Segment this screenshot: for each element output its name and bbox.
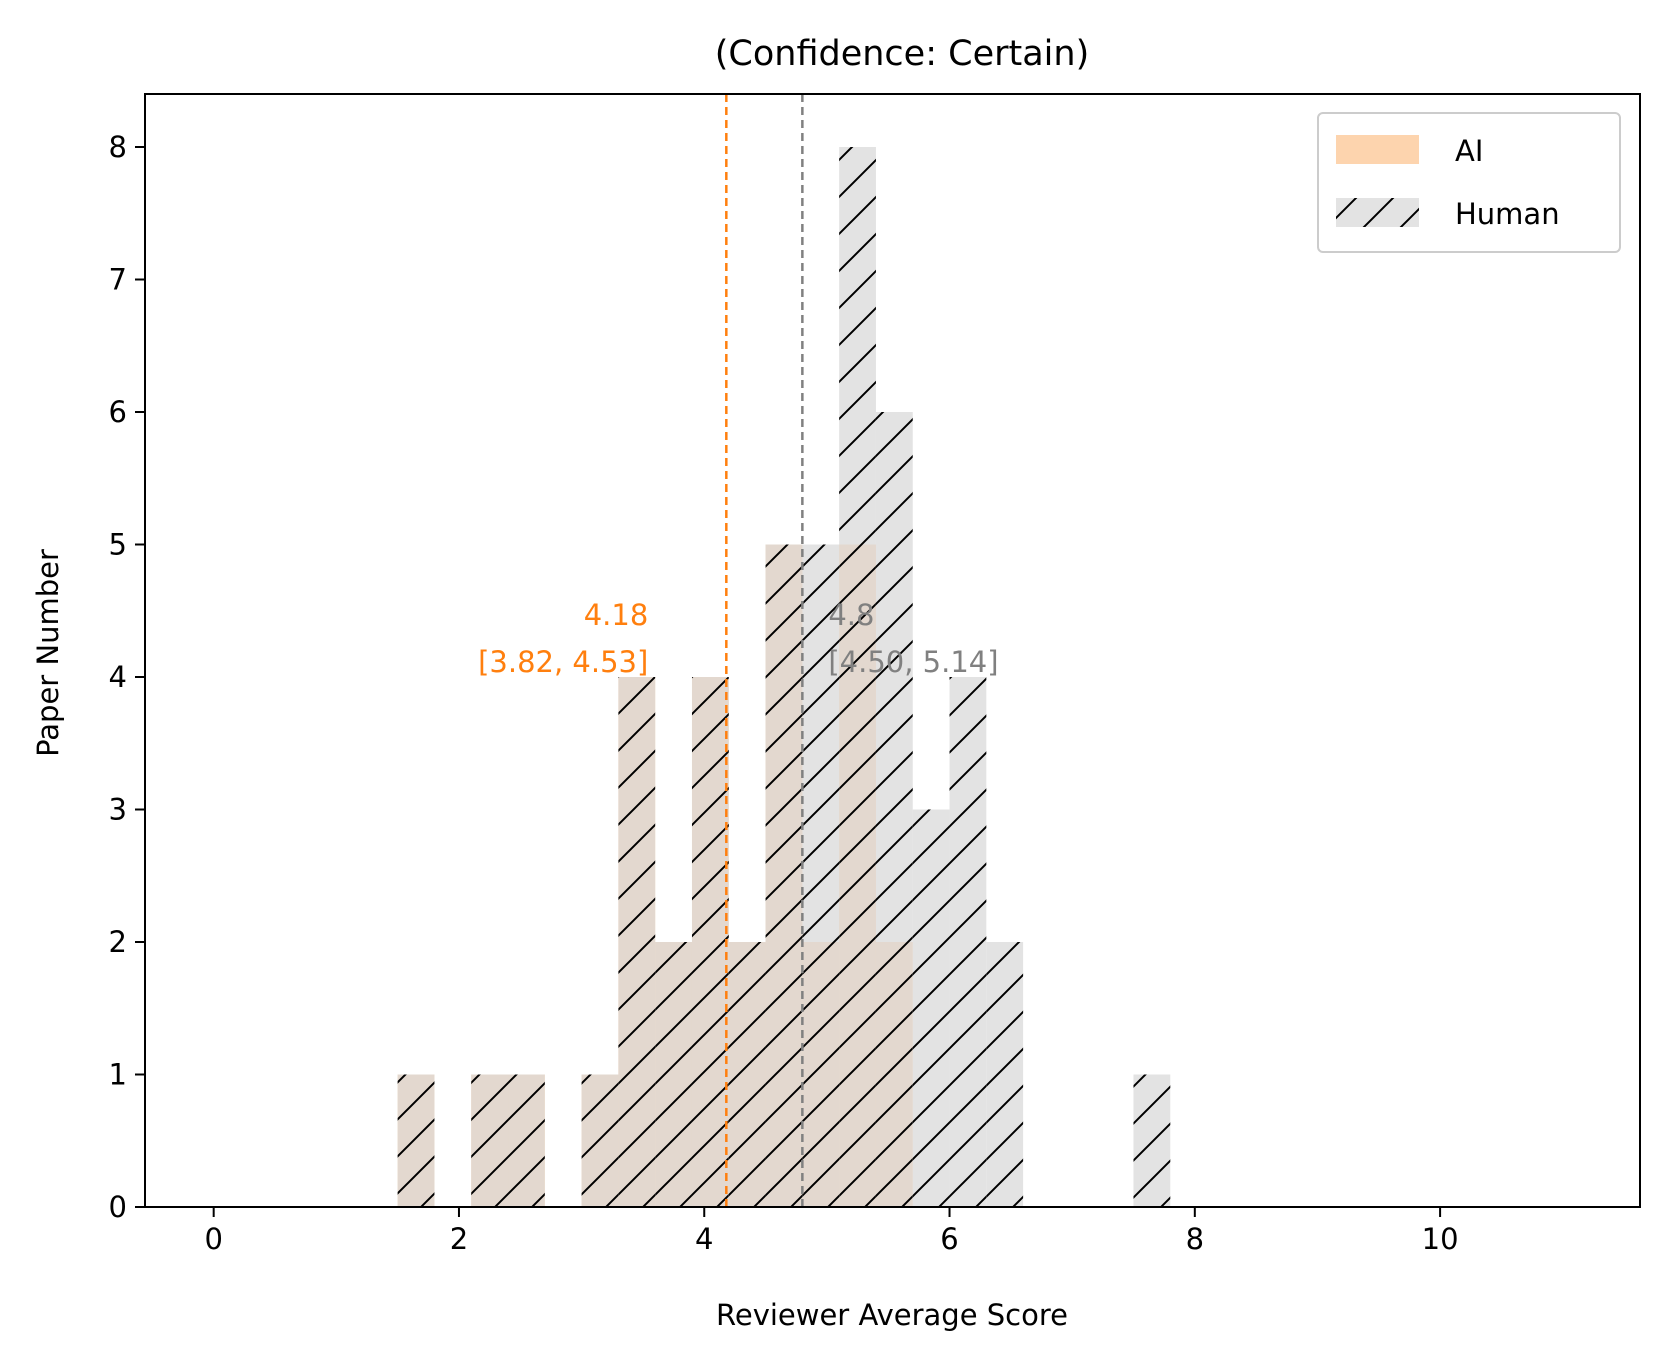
human-bar-hatch (839, 147, 876, 1207)
y-axis-title: Paper Number (31, 549, 65, 757)
y-tick-label: 7 (109, 263, 127, 297)
x-axis-title: Reviewer Average Score (716, 1298, 1068, 1332)
mean-lines (725, 94, 804, 1207)
ai-mean-label: 4.18 (584, 598, 649, 632)
human-bar-hatch (655, 942, 692, 1207)
human-bar-hatch (471, 1074, 509, 1207)
human-bar-hatch (875, 412, 913, 1207)
human-bar-hatch (397, 1074, 435, 1207)
y-tick-label: 5 (109, 528, 127, 562)
y-tick-label: 6 (109, 395, 127, 429)
y-tick-label: 3 (109, 793, 127, 827)
x-axis: 0 2 4 6 8 10 (204, 1207, 1459, 1256)
x-tick-label: 8 (1186, 1222, 1204, 1256)
x-tick-label: 4 (695, 1222, 713, 1256)
human-bar-hatch (949, 677, 987, 1207)
mean-annotations: 4.18 [3.82, 4.53] 4.8 [4.50, 5.14] (478, 598, 998, 679)
human-bar-hatch (912, 809, 950, 1207)
human-bar-hatch (1133, 1074, 1171, 1207)
human-bar-hatch (691, 677, 729, 1207)
human-bars (397, 147, 1171, 1207)
human-ci-label: [4.50, 5.14] (828, 645, 998, 679)
legend-label-human: Human (1455, 197, 1560, 231)
y-axis: 0 1 2 3 4 5 6 7 8 (109, 130, 145, 1224)
human-bar-hatch (508, 1074, 545, 1207)
human-bar-hatch (618, 677, 656, 1207)
x-tick-label: 2 (450, 1222, 468, 1256)
human-mean-label: 4.8 (828, 598, 874, 632)
legend-label-ai: AI (1455, 134, 1483, 168)
x-tick-label: 10 (1422, 1222, 1459, 1256)
y-tick-label: 1 (109, 1058, 127, 1092)
human-bar-hatch (986, 942, 1024, 1207)
legend: AI Human (1317, 112, 1621, 253)
legend-swatch-hatch-human (1336, 198, 1419, 227)
ai-ci-label: [3.82, 4.53] (478, 645, 648, 679)
human-bar-hatch (802, 544, 840, 1207)
y-tick-label: 8 (109, 130, 127, 164)
human-bar-hatch (765, 544, 803, 1207)
x-tick-label: 0 (204, 1222, 222, 1256)
plot-frame (144, 93, 1641, 1208)
human-bar-hatch (581, 1074, 619, 1207)
human-bar-hatch (728, 942, 766, 1207)
legend-swatch-ai (1336, 135, 1419, 164)
y-tick-label: 4 (109, 660, 127, 694)
x-tick-label: 6 (940, 1222, 958, 1256)
y-tick-label: 0 (109, 1190, 127, 1224)
y-tick-label: 2 (109, 925, 127, 959)
chart-title: (Confidence: Certain) (715, 34, 1089, 74)
